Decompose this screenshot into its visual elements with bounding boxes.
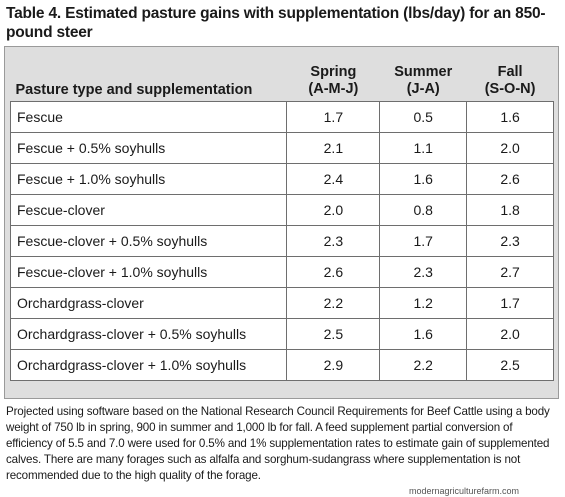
- table-row: Orchardgrass-clover 2.2 1.2 1.7: [9, 286, 554, 319]
- spring-value: 2.0: [286, 193, 381, 226]
- pasture-gains-table: Pasture type and supplementation Spring …: [9, 51, 554, 381]
- row-label: Fescue + 1.0% soyhulls: [9, 162, 288, 195]
- spring-value: 2.1: [286, 131, 381, 164]
- table-row: Fescue-clover 2.0 0.8 1.8: [9, 193, 554, 226]
- fall-value: 2.5: [466, 348, 554, 381]
- summer-value: 2.3: [379, 255, 468, 288]
- spring-value: 2.5: [286, 317, 381, 350]
- spring-value: 2.6: [286, 255, 381, 288]
- header-spring: Spring (A-M-J): [286, 51, 380, 102]
- header-summer: Summer (J-A): [379, 51, 467, 102]
- header-summer-months: (J-A): [406, 80, 440, 97]
- table-row: Fescue + 0.5% soyhulls 2.1 1.1 2.0: [9, 131, 554, 164]
- table-footnote: Projected using software based on the Na…: [6, 405, 550, 482]
- row-label: Fescue: [9, 100, 288, 133]
- summer-value: 0.8: [379, 193, 468, 226]
- fall-value: 1.7: [466, 286, 554, 319]
- row-label: Orchardgrass-clover + 1.0% soyhulls: [9, 348, 288, 381]
- header-fall-label: Fall: [497, 63, 523, 80]
- row-label: Fescue-clover + 1.0% soyhulls: [9, 255, 288, 288]
- spring-value: 2.2: [286, 286, 381, 319]
- header-summer-label: Summer: [394, 63, 453, 80]
- table-row: Orchardgrass-clover + 1.0% soyhulls 2.9 …: [9, 348, 554, 381]
- summer-value: 0.5: [379, 100, 468, 133]
- fall-value: 1.6: [466, 100, 554, 133]
- row-label: Fescue-clover + 0.5% soyhulls: [9, 224, 288, 257]
- table-title: Table 4. Estimated pasture gains with su…: [6, 5, 546, 41]
- fall-value: 1.8: [466, 193, 554, 226]
- header-row: Pasture type and supplementation Spring …: [10, 51, 554, 102]
- watermark: modernagriculturefarm.com: [406, 485, 521, 497]
- summer-value: 1.1: [379, 131, 468, 164]
- fall-value: 2.0: [466, 317, 554, 350]
- fall-value: 2.6: [466, 162, 554, 195]
- table-row: Fescue-clover + 1.0% soyhulls 2.6 2.3 2.…: [9, 255, 554, 288]
- table-row: Fescue 1.7 0.5 1.6: [9, 100, 554, 133]
- header-spring-months: (A-M-J): [308, 80, 359, 97]
- row-label: Fescue + 0.5% soyhulls: [9, 131, 288, 164]
- spring-value: 2.9: [286, 348, 381, 381]
- fall-value: 2.0: [466, 131, 554, 164]
- fall-value: 2.7: [466, 255, 554, 288]
- table-row: Fescue + 1.0% soyhulls 2.4 1.6 2.6: [9, 162, 554, 195]
- spring-value: 2.3: [286, 224, 381, 257]
- header-spring-label: Spring: [310, 63, 357, 80]
- table-row: Fescue-clover + 0.5% soyhulls 2.3 1.7 2.…: [9, 224, 554, 257]
- row-label: Fescue-clover: [9, 193, 288, 226]
- summer-value: 1.7: [379, 224, 468, 257]
- summer-value: 1.6: [379, 162, 468, 195]
- spring-value: 2.4: [286, 162, 381, 195]
- header-pasture: Pasture type and supplementation: [10, 51, 287, 102]
- row-label: Orchardgrass-clover + 0.5% soyhulls: [9, 317, 288, 350]
- summer-value: 1.6: [379, 317, 468, 350]
- spring-value: 1.7: [286, 100, 381, 133]
- row-label: Orchardgrass-clover: [9, 286, 288, 319]
- table-row: Orchardgrass-clover + 0.5% soyhulls 2.5 …: [9, 317, 554, 350]
- header-fall-months: (S-O-N): [484, 80, 536, 97]
- summer-value: 1.2: [379, 286, 468, 319]
- header-fall: Fall (S-O-N): [466, 51, 554, 102]
- fall-value: 2.3: [466, 224, 554, 257]
- summer-value: 2.2: [379, 348, 468, 381]
- table-panel: Pasture type and supplementation Spring …: [4, 46, 559, 399]
